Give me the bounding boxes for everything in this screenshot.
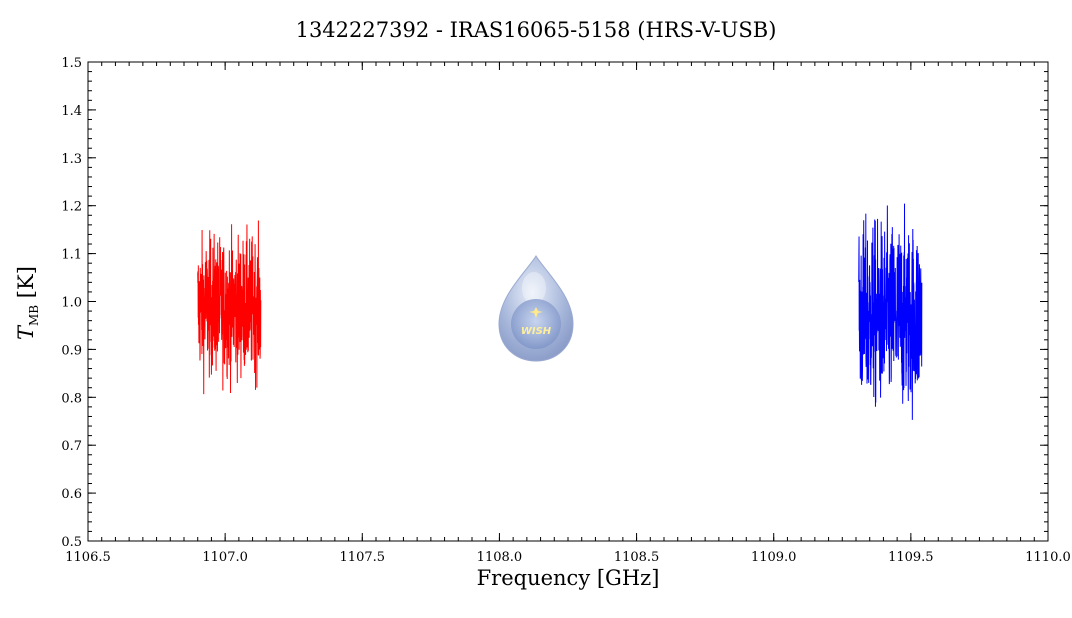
axis-ticks bbox=[87, 61, 1049, 542]
y-tick-label: 0.9 bbox=[61, 343, 82, 358]
y-axis-symbol: T bbox=[14, 325, 38, 340]
x-tick-label: 1109.5 bbox=[888, 550, 934, 565]
y-tick-label: 1.0 bbox=[61, 296, 82, 311]
wish-logo: WISH bbox=[498, 255, 574, 362]
x-tick-label: 1106.5 bbox=[65, 550, 111, 565]
y-tick-label: 1.1 bbox=[61, 248, 82, 263]
drop-orb bbox=[511, 299, 561, 349]
y-axis-subscript: MB bbox=[27, 304, 42, 326]
spectrum-series-line-1 bbox=[197, 220, 262, 395]
y-tick-label: 0.6 bbox=[61, 487, 82, 502]
y-tick-label: 0.7 bbox=[61, 439, 82, 454]
x-tick-label: 1110.0 bbox=[1025, 550, 1071, 565]
y-tick-label: 1.2 bbox=[61, 200, 82, 215]
y-tick-label: 1.3 bbox=[61, 152, 82, 167]
y-tick-label: 1.4 bbox=[61, 104, 82, 119]
y-tick-label: 1.5 bbox=[61, 56, 82, 71]
spectrum-series-line-2 bbox=[858, 203, 923, 420]
x-axis-label: Frequency [GHz] bbox=[476, 566, 660, 590]
y-tick-label: 0.5 bbox=[61, 535, 82, 550]
x-tick-label: 1108.5 bbox=[614, 550, 660, 565]
x-tick-label: 1107.5 bbox=[340, 550, 386, 565]
chart-title: 1342227392 - IRAS16065-5158 (HRS-V-USB) bbox=[295, 18, 777, 42]
x-tick-label: 1109.0 bbox=[751, 550, 797, 565]
drop-highlight bbox=[522, 272, 546, 304]
series-group bbox=[197, 203, 923, 420]
x-tick-label: 1108.0 bbox=[477, 550, 523, 565]
logo-text: WISH bbox=[521, 326, 552, 337]
x-tick-label: 1107.0 bbox=[202, 550, 248, 565]
y-axis-label: TMB [K] bbox=[14, 266, 41, 340]
star-icon bbox=[529, 307, 543, 318]
y-axis-unit: [K] bbox=[14, 266, 38, 299]
y-tick-label: 0.8 bbox=[61, 391, 82, 406]
tick-labels: 1106.5 1107.0 1107.5 1108.0 1108.5 1109.0 1109… bbox=[61, 56, 1070, 565]
